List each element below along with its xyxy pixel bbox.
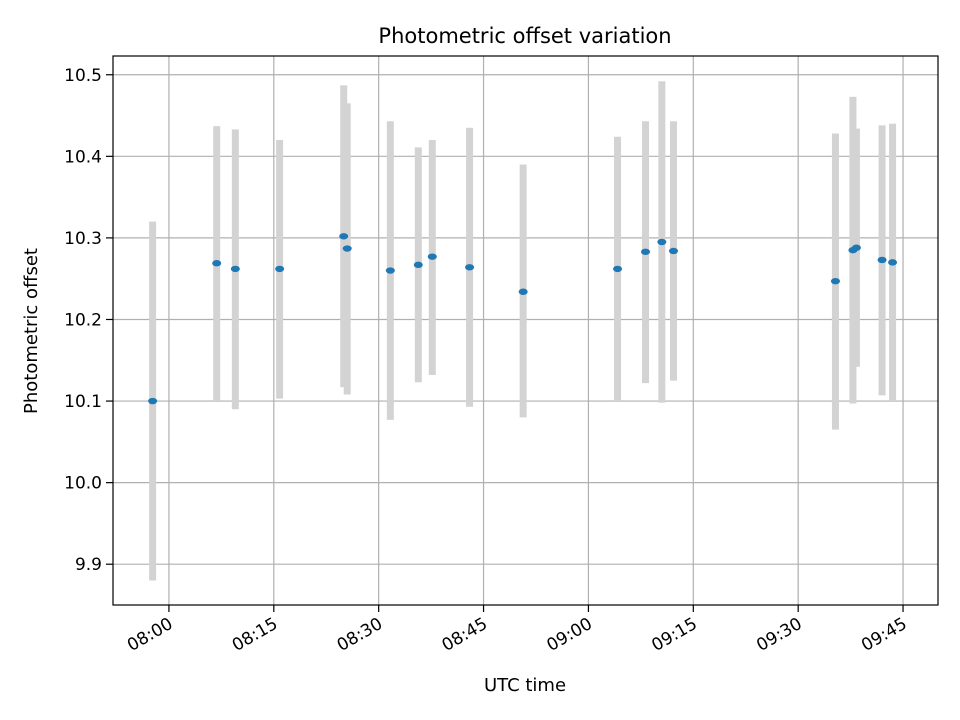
data-point (888, 259, 898, 266)
data-point (613, 265, 623, 273)
data-point (275, 265, 285, 273)
y-axis-label: Photometric offset (21, 248, 42, 414)
data-point (465, 264, 475, 271)
y-axis: 9.9 10.0 10.1 10.2 10.3 10.4 10.5 (64, 66, 113, 575)
data-point (413, 261, 423, 269)
plot-frame (112, 55, 939, 606)
data-point (342, 245, 352, 252)
data-point (339, 233, 349, 240)
data-point (830, 277, 840, 285)
data-point (148, 397, 158, 405)
x-axis-label: UTC time (484, 675, 566, 696)
data-point (230, 265, 240, 273)
data-point (427, 253, 437, 260)
data-point (877, 256, 887, 264)
data-point (851, 244, 861, 251)
y-tick-label: 10.3 (64, 229, 102, 249)
y-tick-label: 10.0 (64, 474, 102, 494)
y-tick-label: 10.1 (64, 392, 102, 412)
data-point (518, 288, 528, 295)
y-tick-label: 9.9 (75, 555, 102, 575)
y-tick-label: 10.5 (64, 66, 102, 86)
y-tick-label: 10.2 (64, 310, 102, 330)
y-tick-label: 10.4 (64, 147, 102, 167)
data-point (657, 238, 667, 246)
data-point (212, 260, 222, 267)
data-points (148, 233, 898, 405)
data-point (668, 247, 678, 255)
data-point (641, 248, 651, 255)
data-point (385, 267, 395, 274)
chart-title: Photometric offset variation (378, 24, 671, 48)
